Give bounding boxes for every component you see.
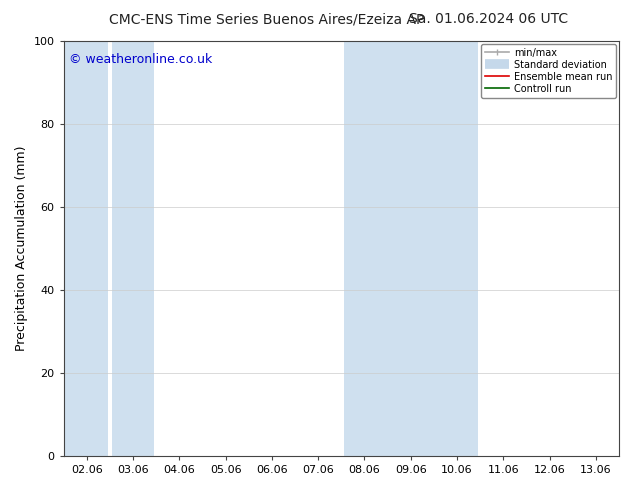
Bar (344, 41, 478, 456)
Legend: min/max, Standard deviation, Ensemble mean run, Controll run: min/max, Standard deviation, Ensemble me… (481, 44, 616, 98)
Y-axis label: Precipitation Accumulation (mm): Precipitation Accumulation (mm) (15, 146, 28, 351)
Text: Sa. 01.06.2024 06 UTC: Sa. 01.06.2024 06 UTC (409, 12, 567, 26)
Bar (63, 41, 108, 456)
Bar (112, 41, 154, 456)
Text: © weatheronline.co.uk: © weatheronline.co.uk (69, 53, 212, 67)
Text: CMC-ENS Time Series Buenos Aires/Ezeiza AP: CMC-ENS Time Series Buenos Aires/Ezeiza … (108, 12, 424, 26)
